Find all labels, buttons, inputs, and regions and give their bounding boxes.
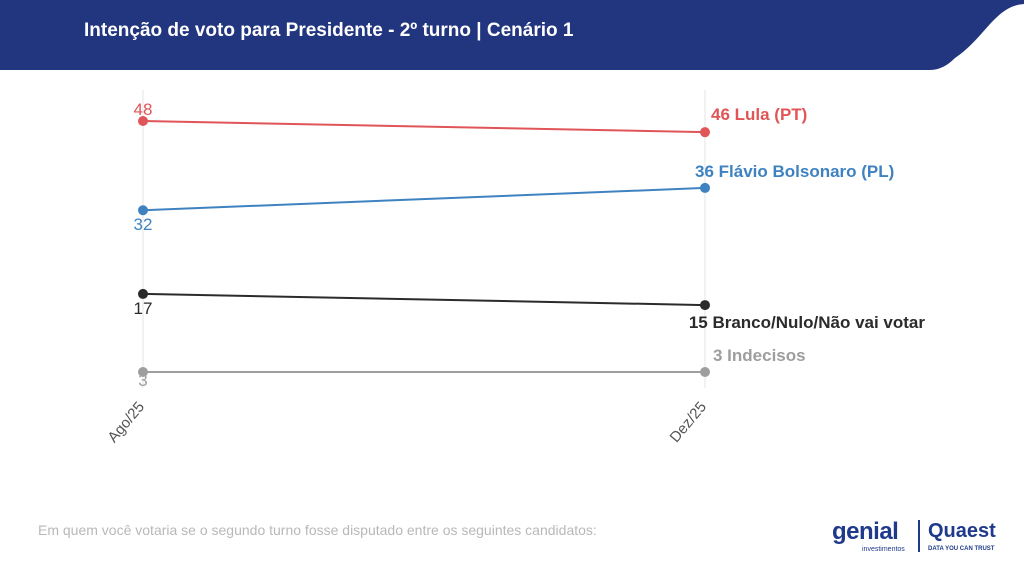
data-point xyxy=(138,367,148,377)
genial-logo-subtitle: investimentos xyxy=(862,546,905,553)
data-label-start: 48 xyxy=(134,100,153,119)
series-end-label: 3 Indecisos xyxy=(713,346,806,365)
question-footnote: Em quem você votaria se o segundo turno … xyxy=(38,522,597,538)
quaest-logo-subtitle: DATA YOU CAN TRUST xyxy=(928,546,995,552)
series-line-0 xyxy=(142,120,706,134)
x-tick-label: Dez/25 xyxy=(666,399,710,446)
data-label-start: 17 xyxy=(134,299,153,318)
series-end-label: 15 Branco/Nulo/Não vai votar xyxy=(689,313,926,332)
data-label-start: 32 xyxy=(134,215,153,234)
series-end-label: 46 Lula (PT) xyxy=(711,105,807,124)
header-background xyxy=(0,0,1024,70)
genial-logo: genial xyxy=(832,518,899,545)
data-point xyxy=(700,367,710,377)
quaest-logo: Quaest xyxy=(928,520,996,542)
logo-divider xyxy=(918,520,920,552)
series-end-label: 36 Flávio Bolsonaro (PL) xyxy=(695,162,894,181)
page-title: Intenção de voto para Presidente - 2º tu… xyxy=(84,20,574,41)
data-point xyxy=(700,182,710,193)
line-chart: Ago/25 Dez/25 48 46 Lula (PT) 32 36 Flávio Bo… xyxy=(104,90,926,446)
data-label-start: 3 xyxy=(138,371,147,390)
series-line-1 xyxy=(142,186,706,212)
data-point xyxy=(138,288,148,299)
header-bar: Intenção de voto para Presidente - 2º tu… xyxy=(0,0,1024,70)
x-tick-label: Ago/25 xyxy=(104,399,148,446)
data-point xyxy=(700,127,710,138)
data-point xyxy=(138,205,148,216)
data-point xyxy=(138,116,148,126)
series-line-2 xyxy=(142,292,706,307)
data-point xyxy=(700,300,710,311)
